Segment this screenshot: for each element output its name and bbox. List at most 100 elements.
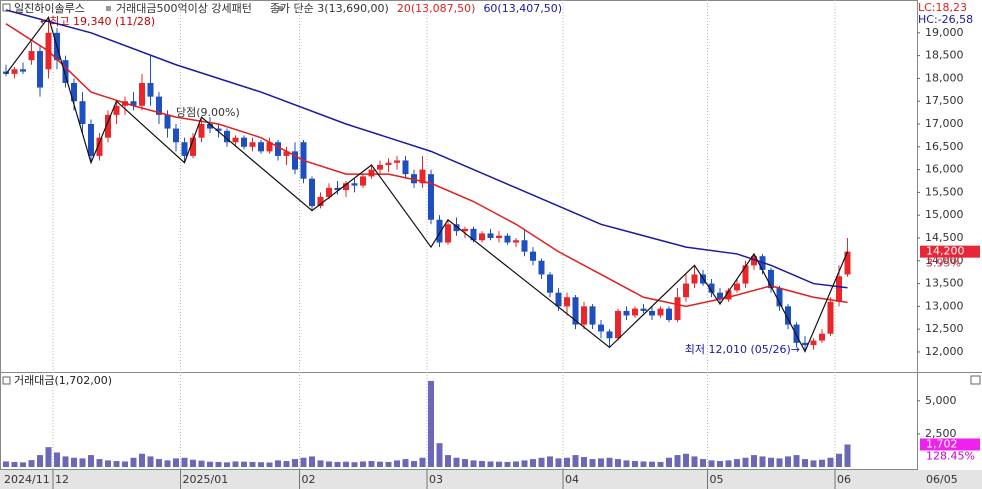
candle-body — [11, 69, 18, 74]
legend-icon — [278, 6, 283, 11]
y-tick-label: 16,000 — [925, 163, 964, 176]
volume-bar — [768, 457, 774, 467]
volume-bar — [657, 461, 664, 467]
legend-label: 60(13,407,50) — [483, 2, 562, 15]
legend-label: 거래대금500억이상 강세패턴 — [116, 2, 252, 15]
volume-bar — [79, 458, 86, 467]
y-tick-label: 15,000 — [925, 208, 964, 221]
candle-body — [513, 240, 519, 243]
volume-bar — [343, 461, 349, 467]
volume-bar — [785, 456, 791, 467]
candle-body — [147, 82, 154, 97]
candle-body — [156, 96, 162, 115]
candle-body — [198, 124, 205, 138]
volume-bar — [521, 460, 528, 467]
candle-body — [173, 128, 179, 143]
candle-body — [462, 228, 468, 232]
candle-body — [79, 101, 86, 124]
candle-body — [589, 306, 596, 325]
candle-body — [249, 142, 256, 147]
volume-bar — [487, 461, 494, 467]
volume-bar — [428, 380, 434, 467]
volume-bar — [606, 457, 613, 467]
y-tick-label: 13,500 — [925, 277, 964, 290]
candle-body — [71, 82, 77, 102]
volume-bar — [589, 459, 596, 467]
volume-bar — [564, 457, 570, 467]
volume-bar — [156, 459, 162, 467]
x-tick-label: 12 — [55, 473, 69, 486]
volume-bar — [215, 461, 222, 467]
candle-body — [309, 178, 315, 207]
volume-bar — [793, 455, 800, 467]
volume-bar — [377, 461, 383, 467]
volume-bar — [504, 461, 511, 467]
chart-title: 일진하이솔루스 — [14, 1, 85, 15]
volume-bar — [309, 456, 315, 467]
candle-body — [725, 290, 732, 300]
candle-body — [292, 151, 298, 170]
candle-body — [3, 71, 9, 74]
volume-bar — [411, 461, 417, 467]
volume-marker — [920, 438, 980, 451]
candle-body — [776, 288, 783, 307]
candle-body — [555, 292, 562, 307]
candle-body — [666, 308, 672, 321]
volume-bar — [3, 461, 9, 467]
x-tick-label: 05 — [710, 473, 724, 486]
last-date: 06/05 — [926, 473, 958, 486]
candle-body — [810, 340, 817, 346]
candle-body — [351, 183, 358, 186]
candle-body — [241, 137, 247, 147]
candle-body — [385, 162, 392, 166]
x-tick-label: 02 — [302, 473, 316, 486]
volume-bar — [351, 462, 358, 467]
pane-button[interactable] — [970, 375, 981, 385]
indicator-line — [5, 23, 848, 308]
volume-bar — [11, 461, 18, 467]
candle-body — [20, 69, 26, 72]
volume-bar — [88, 455, 94, 467]
candle-body — [751, 256, 757, 266]
legend-label: 20(13,087,50) — [397, 2, 476, 15]
volume-bar — [368, 461, 375, 467]
candle-body — [326, 187, 332, 197]
volume-bar — [479, 461, 485, 467]
candle-body — [283, 151, 290, 156]
candle-body — [368, 169, 375, 177]
volume-bar — [326, 461, 332, 467]
volume-bar — [547, 456, 553, 467]
candle-body — [360, 176, 366, 186]
y-tick-label: 19,000 — [925, 26, 964, 39]
volume-bar — [453, 457, 460, 467]
volume-bar — [623, 460, 630, 467]
volume-bar — [470, 460, 477, 467]
candle-body — [453, 224, 460, 232]
candle-body — [819, 333, 825, 341]
volume-bar — [334, 461, 341, 467]
candle-body — [334, 187, 341, 191]
candle-body — [164, 114, 171, 129]
volume-bar — [224, 462, 230, 467]
volume-bar — [742, 457, 749, 467]
volume-bar — [649, 461, 655, 467]
volume-bar — [241, 461, 247, 467]
x-tick-label: 06 — [837, 473, 851, 486]
volume-bar — [836, 453, 842, 467]
candle-body — [113, 105, 120, 115]
volume-bar — [164, 460, 171, 467]
volume-bar — [394, 460, 400, 467]
volume-bar — [45, 447, 52, 467]
volume-bar — [113, 461, 120, 467]
change-label: 3.95% — [926, 257, 961, 270]
candle-body — [232, 137, 239, 143]
legend-icon — [2, 376, 11, 385]
volume-bar — [572, 455, 579, 467]
volume-bar — [122, 461, 128, 467]
volume-bar — [62, 456, 69, 467]
price-label: 14,200 — [926, 245, 965, 258]
volume-bar — [360, 461, 366, 467]
volume-bar — [615, 459, 621, 467]
volume-bar — [819, 459, 825, 467]
